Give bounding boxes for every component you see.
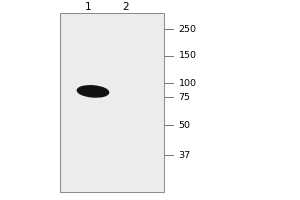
Text: 1: 1 xyxy=(85,2,92,12)
Text: 250: 250 xyxy=(178,24,196,33)
Text: 2: 2 xyxy=(123,2,129,12)
FancyBboxPatch shape xyxy=(60,13,164,192)
Ellipse shape xyxy=(77,86,109,97)
Text: 37: 37 xyxy=(178,150,190,160)
Text: 50: 50 xyxy=(178,120,190,130)
Text: 75: 75 xyxy=(178,92,190,102)
Text: 100: 100 xyxy=(178,78,196,88)
Text: 150: 150 xyxy=(178,51,196,60)
